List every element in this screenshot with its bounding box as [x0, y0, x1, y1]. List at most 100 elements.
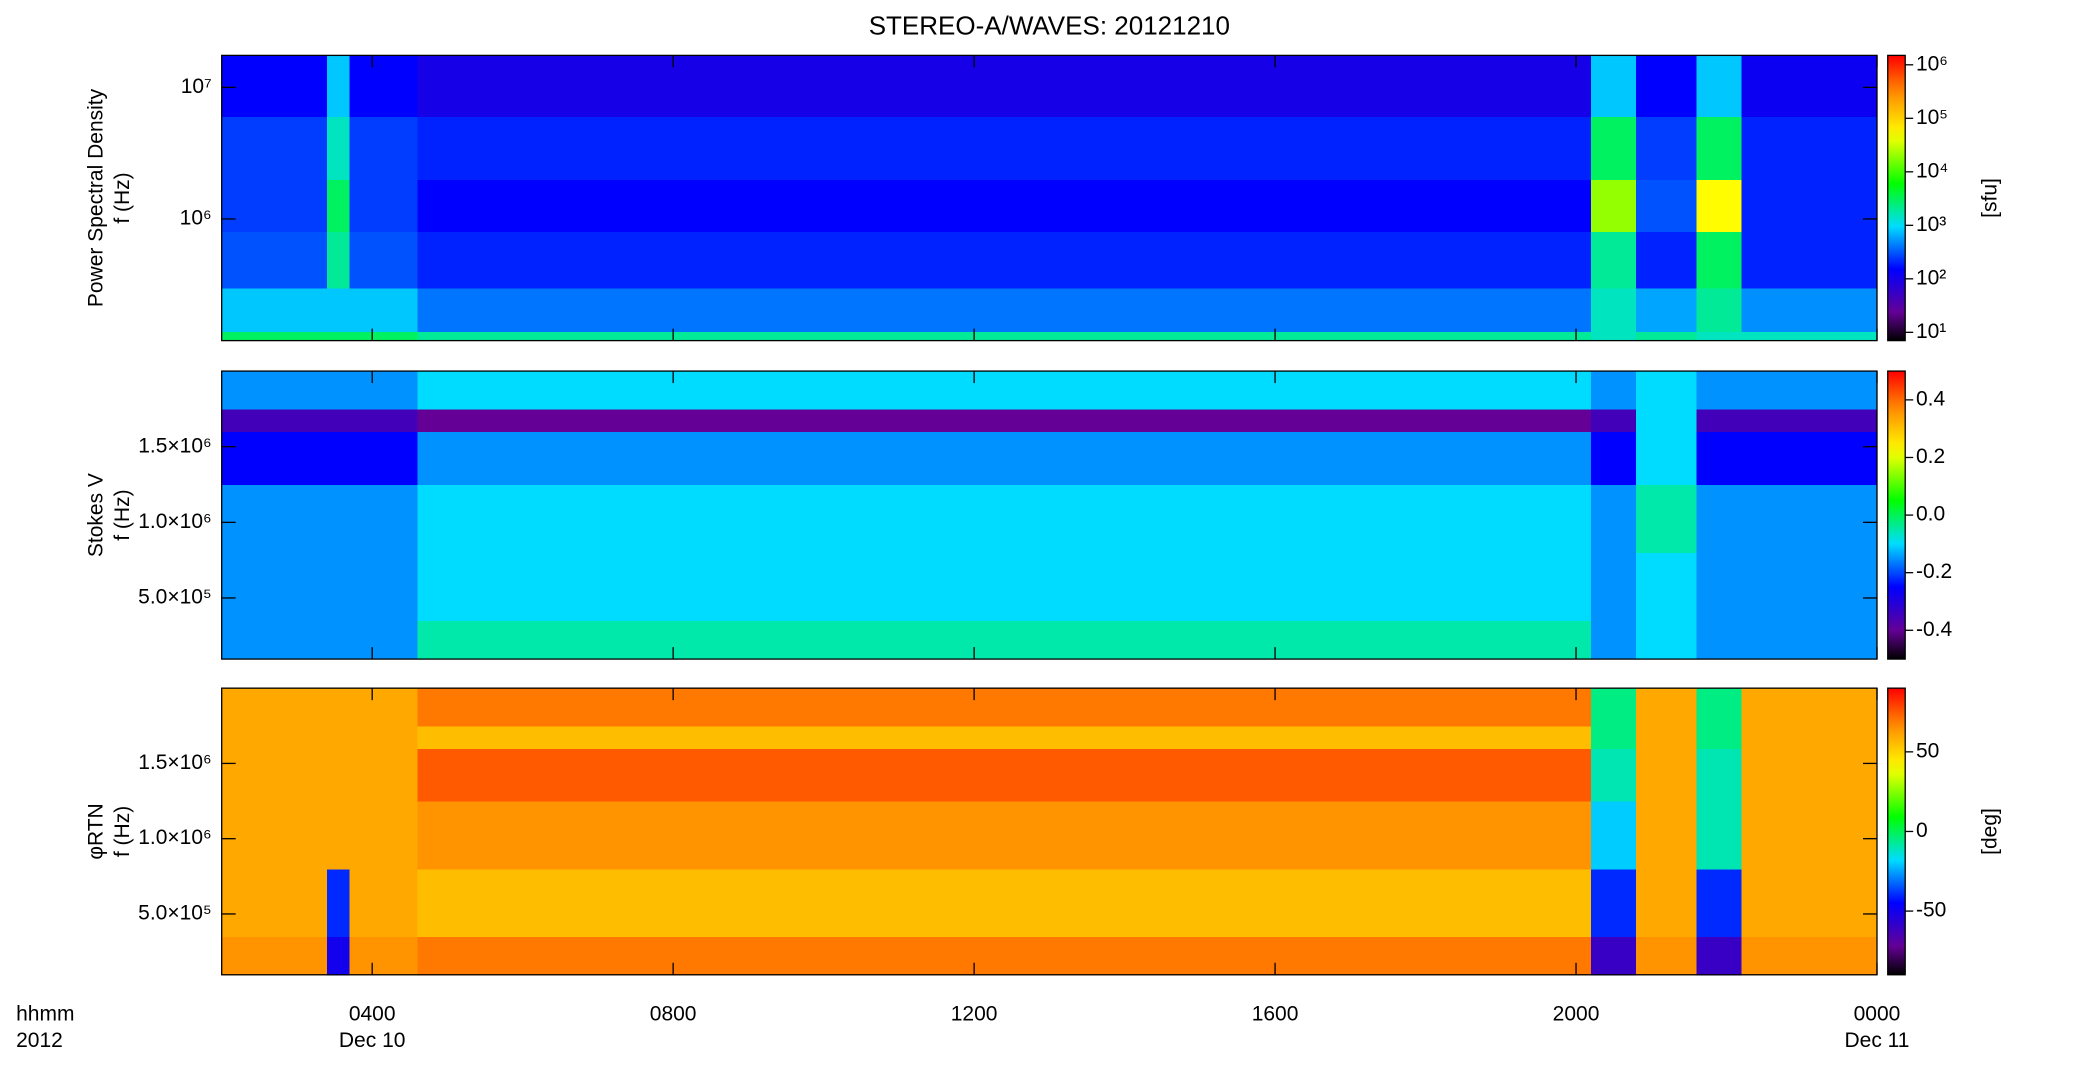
heatmap-cell — [221, 331, 328, 342]
heatmap-cell — [1500, 725, 1592, 749]
heatmap-cell — [417, 552, 1502, 622]
y-tick-label: 1.5×10⁶ — [138, 434, 211, 457]
heatmap-cell — [327, 725, 351, 749]
heatmap-cell — [327, 748, 351, 802]
heatmap-cell — [327, 552, 351, 622]
colorbar-tick-label: 10⁶ — [1916, 52, 1948, 75]
heatmap-cell — [1696, 408, 1743, 433]
heatmap-cell — [327, 331, 351, 342]
heatmap-cell — [1591, 231, 1637, 289]
heatmap-cell — [349, 231, 418, 289]
heatmap-cell — [1696, 371, 1743, 410]
heatmap-cell — [327, 55, 351, 118]
heatmap-cell — [1591, 408, 1637, 433]
heatmap-cell — [349, 371, 418, 410]
heatmap-cell — [1500, 179, 1592, 233]
heatmap-cell — [417, 431, 1502, 486]
heatmap-cell — [1741, 868, 1878, 938]
x-tick-label: 0000 — [1854, 1002, 1901, 1025]
heatmap-cell — [1741, 484, 1878, 554]
heatmap-cell — [1696, 55, 1743, 118]
heatmap-cell — [1696, 688, 1743, 727]
heatmap-cell — [1696, 748, 1743, 802]
heatmap-cell — [349, 936, 418, 976]
heatmap-cell — [221, 688, 328, 727]
heatmap-cell — [417, 231, 1502, 289]
heatmap-cell — [417, 868, 1502, 938]
heatmap-cell — [417, 331, 1502, 342]
heatmap-cell — [1636, 371, 1697, 410]
heatmap-cell — [1500, 331, 1592, 342]
colorbar — [1887, 371, 1906, 660]
heatmap-cell — [1636, 179, 1697, 233]
y-tick-label: 1.0×10⁶ — [138, 826, 211, 849]
heatmap-cell — [1500, 552, 1592, 622]
heatmap-cell — [221, 936, 328, 976]
heatmap-cell — [417, 725, 1502, 749]
heatmap-cell — [1500, 620, 1592, 660]
heatmap-cell — [1591, 801, 1637, 870]
colorbar-tick-label: 10³ — [1916, 213, 1946, 236]
heatmap-cell — [1696, 484, 1743, 554]
heatmap-cell — [1591, 331, 1637, 342]
y-axis-label: f (Hz) — [111, 806, 134, 857]
heatmap-cell — [1636, 231, 1697, 289]
colorbar-tick-label: 10² — [1916, 266, 1946, 289]
colorbar-tick-label: -50 — [1916, 899, 1946, 922]
heatmap-cell — [1591, 748, 1637, 802]
colorbar-tick-label: 0.0 — [1916, 503, 1945, 526]
heatmap-cell — [1696, 552, 1743, 622]
plot-frame — [221, 687, 1878, 976]
heatmap-cell — [221, 620, 328, 660]
heatmap-cell — [1741, 936, 1878, 976]
heatmap — [221, 55, 1878, 342]
heatmap-cell — [1741, 231, 1878, 289]
heatmap-cell — [1636, 55, 1697, 118]
x-date-label: Dec 11 — [1845, 1029, 1910, 1052]
heatmap-cell — [1636, 408, 1697, 433]
y-tick-label: 10⁷ — [181, 75, 212, 98]
heatmap-cell — [327, 408, 351, 433]
heatmap-cell — [1636, 725, 1697, 749]
colorbar-frame — [1887, 54, 1906, 342]
heatmap-cell — [349, 688, 418, 727]
heatmap-cell — [1741, 287, 1878, 332]
heatmap-cell — [417, 179, 1502, 233]
heatmap-cell — [327, 431, 351, 486]
heatmap-cell — [327, 620, 351, 660]
heatmap-cell — [1696, 179, 1743, 233]
heatmap-cell — [1696, 620, 1743, 660]
colorbar-tick-label: 0 — [1916, 819, 1928, 842]
plot-frame — [221, 370, 1878, 660]
plot-frame — [221, 54, 1878, 342]
heatmap-cell — [1500, 936, 1592, 976]
heatmap-cell — [417, 116, 1502, 180]
heatmap-cell — [1696, 331, 1743, 342]
heatmap-cell — [349, 620, 418, 660]
heatmap-cell — [221, 179, 328, 233]
heatmap-cell — [1636, 484, 1697, 554]
heatmap-cell — [327, 116, 351, 180]
y-axis-label: f (Hz) — [111, 489, 134, 540]
heatmap-cell — [327, 484, 351, 554]
heatmap-cell — [417, 408, 1502, 433]
heatmap-cell — [1696, 936, 1743, 976]
colorbar-tick-label: 0.2 — [1916, 445, 1945, 468]
heatmap-cell — [1741, 801, 1878, 870]
heatmap-cell — [327, 179, 351, 233]
colorbar-tick-label: 10⁴ — [1916, 159, 1948, 182]
heatmap-cell — [327, 371, 351, 410]
colorbar-tick-label: 0.4 — [1916, 387, 1946, 410]
heatmap-cell — [349, 868, 418, 938]
heatmap-cell — [1636, 431, 1697, 486]
heatmap-cell — [1741, 55, 1878, 118]
heatmap-cell — [327, 287, 351, 332]
heatmap-cell — [1696, 287, 1743, 332]
heatmap-cell — [221, 748, 328, 802]
heatmap-cell — [349, 179, 418, 233]
heatmap-cell — [327, 231, 351, 289]
heatmap-cell — [221, 408, 328, 433]
heatmap-cell — [349, 725, 418, 749]
heatmap-cell — [1741, 552, 1878, 622]
heatmap-cell — [1591, 179, 1637, 233]
